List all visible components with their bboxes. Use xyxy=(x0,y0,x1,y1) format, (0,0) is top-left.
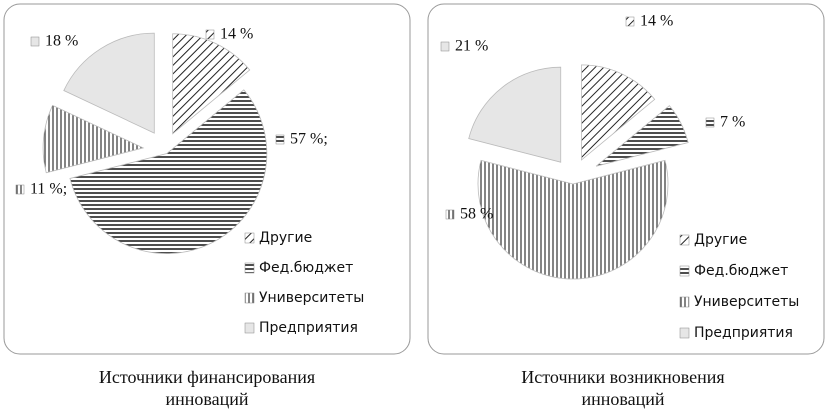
pie-slice xyxy=(477,159,669,280)
chart-title: Источники возникновения инноваций xyxy=(521,367,725,409)
legend-label: Другие xyxy=(694,232,747,248)
pie-slice xyxy=(595,105,689,167)
label-key xyxy=(275,134,285,145)
legend-label: Другие xyxy=(259,230,312,246)
data-label: 14 % xyxy=(640,13,673,30)
label-key xyxy=(705,117,715,128)
legend-label: Предприятия xyxy=(694,325,793,341)
legend-key xyxy=(244,292,255,304)
pie-slice xyxy=(468,66,562,163)
legend-key xyxy=(244,232,255,244)
label-key xyxy=(445,209,455,220)
data-label: 58 % xyxy=(460,206,493,223)
legend-key xyxy=(244,262,255,274)
data-label: 57 %; xyxy=(290,131,328,148)
legend-label: Фед.бюджет xyxy=(259,260,353,276)
data-label: 18 % xyxy=(45,33,78,50)
legend-key xyxy=(679,234,690,246)
data-label: 14 % xyxy=(220,26,253,43)
legend-label: Фед.бюджет xyxy=(694,263,788,279)
label-key xyxy=(205,29,215,40)
data-label: 7 % xyxy=(720,114,745,131)
legend-key xyxy=(679,296,690,308)
legend-label: Университеты xyxy=(259,290,364,306)
legend-label: Предприятия xyxy=(259,320,358,336)
chart-title: Источники финансирования инноваций xyxy=(98,367,316,409)
legend-label: Университеты xyxy=(694,294,799,310)
legend-key xyxy=(679,327,690,339)
pie-slice xyxy=(581,64,656,161)
data-label: 21 % xyxy=(455,38,488,55)
label-key xyxy=(625,16,635,27)
label-key xyxy=(30,36,40,47)
label-key xyxy=(15,184,25,195)
legend-key xyxy=(679,265,690,277)
label-key xyxy=(440,41,450,52)
pie-slice xyxy=(69,89,268,254)
pie-slice xyxy=(42,104,145,174)
data-label: 11 %; xyxy=(30,181,67,198)
legend-key xyxy=(244,322,255,334)
pie-slice xyxy=(63,32,155,134)
pie-slice xyxy=(172,33,251,135)
